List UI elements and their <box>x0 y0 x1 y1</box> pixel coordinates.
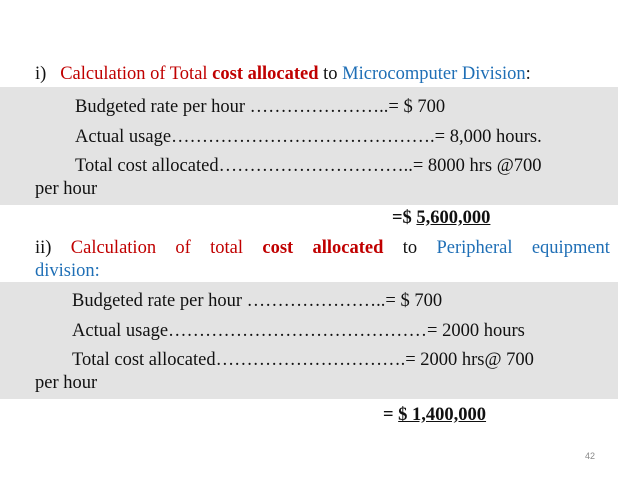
section2-heading-word: to <box>402 238 418 258</box>
shaded-band-section1 <box>0 87 618 205</box>
section2-heading-word: of <box>175 238 191 258</box>
section1-heading-bold: cost allocated <box>212 64 319 84</box>
section1-heading-to: to <box>323 64 338 84</box>
section2-result-value: $ 1,400,000 <box>398 405 487 425</box>
section2-result: = $ 1,400,000 <box>383 404 486 426</box>
section2-heading-word: cost <box>262 238 294 258</box>
section2-heading-word: equipment <box>531 238 610 258</box>
section2-heading: ii) Calculation of total cost allocated … <box>35 237 610 259</box>
section2-heading-cont: division: <box>35 261 100 281</box>
section2-total-line-cont: per hour <box>35 373 98 393</box>
section2-usage-line: Actual usage……………………………………= 2000 hours <box>72 321 525 341</box>
section1-usage-line: Actual usage…………………………………….= 8,000 hours… <box>75 127 542 147</box>
section1-heading-prefix: i) <box>35 64 47 84</box>
section1-heading-division: Microcomputer Division <box>342 64 526 84</box>
page-number: 42 <box>585 451 596 461</box>
section1-result-value: 5,600,000 <box>416 208 491 228</box>
section1-total-line-cont: per hour <box>35 179 98 199</box>
section1-heading-calc: Calculation of Total <box>60 64 208 84</box>
section2-result-prefix: = <box>383 405 399 425</box>
section2-heading-word: allocated <box>312 238 384 258</box>
section2-heading-word: Calculation <box>70 238 157 258</box>
section1-heading: i) Calculation of Total cost allocated t… <box>35 63 531 85</box>
section1-result-prefix: =$ <box>392 208 417 228</box>
section2-heading-word: ii) <box>35 238 52 258</box>
section1-heading-colon: : <box>525 64 531 84</box>
section2-heading-word: Peripheral <box>436 238 513 258</box>
section2-rate-line: Budgeted rate per hour …………………..= $ 700 <box>72 291 443 311</box>
section1-total-line: Total cost allocated…………………………..= 8000 h… <box>75 156 542 176</box>
section1-result: =$ 5,600,000 <box>392 207 490 229</box>
shaded-band-section2 <box>0 282 618 399</box>
section1-rate-line: Budgeted rate per hour …………………..= $ 700 <box>75 97 446 117</box>
section2-heading-word: total <box>210 238 244 258</box>
section2-total-line: Total cost allocated………………………….= 2000 hr… <box>72 350 534 370</box>
